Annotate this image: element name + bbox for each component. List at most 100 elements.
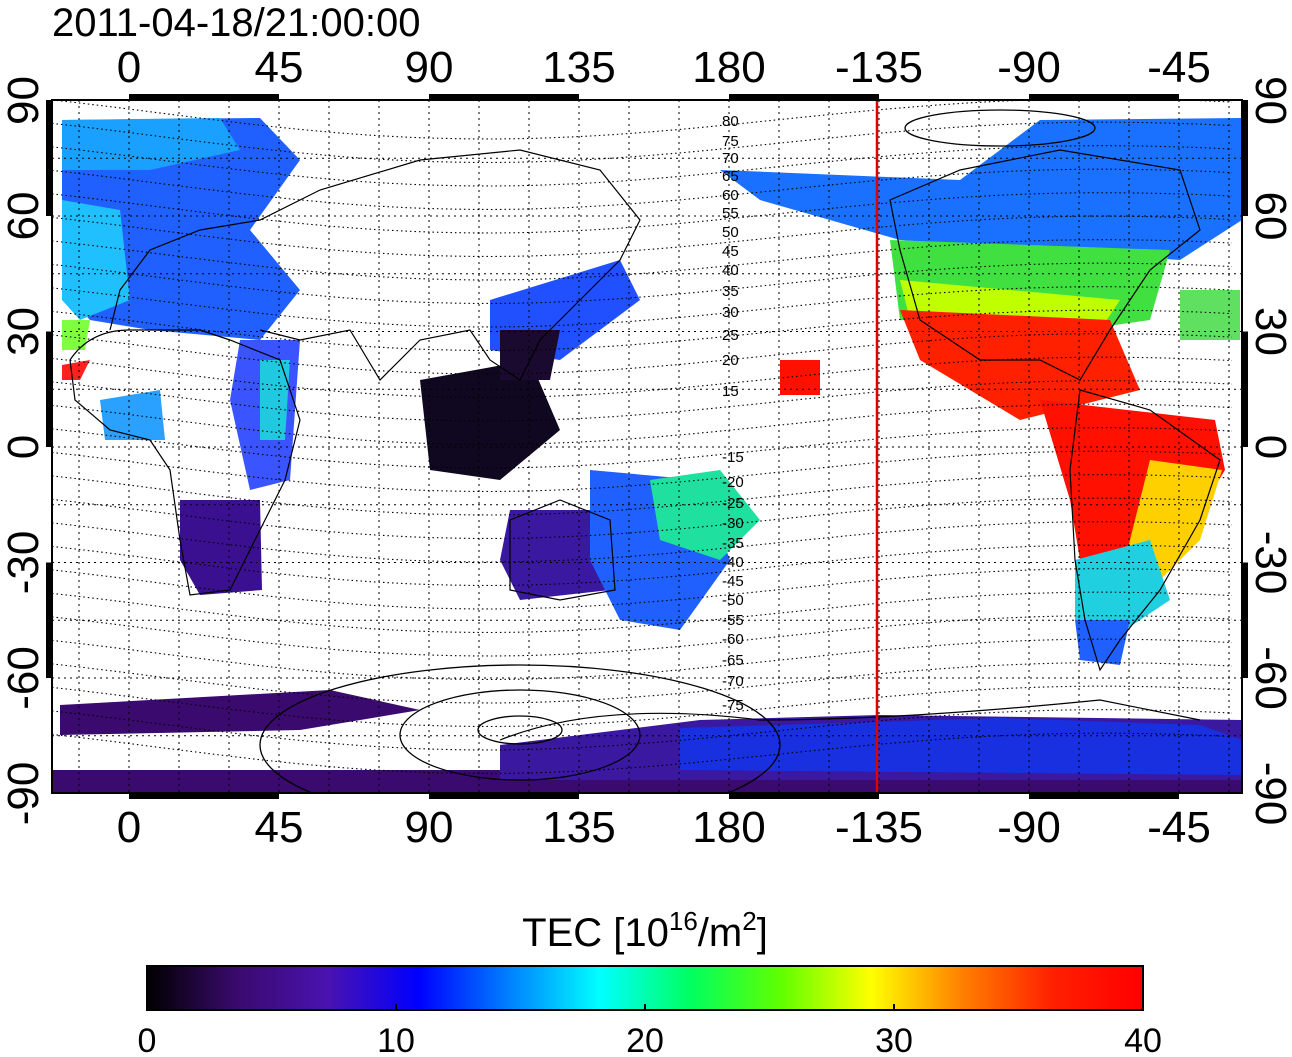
axis-tick-label: 0 [117,43,141,92]
tec-north-atlantic [62,118,240,170]
frame-tick-bar [729,94,879,100]
contour-label: -70 [722,673,744,690]
contour-label: -65 [722,652,744,669]
contour-label: -45 [722,573,744,590]
contour-label: 25 [722,327,739,344]
bottom-longitude-labels: 0 45 90 135 180 -135 -90 -45 [117,803,1211,852]
contour-label: -30 [722,515,744,532]
frame-tick-bar [1242,100,1248,216]
frame-tick-bar [46,100,52,216]
contour-label: -55 [722,612,744,629]
tec-south-africa [180,500,262,595]
frame-tick-bar [1242,331,1248,447]
geomag-contour [52,427,1233,469]
axis-tick-label: 180 [692,43,765,92]
geomagnetic-latitude-contours [52,100,1233,793]
colorbar-title-sup1: 16 [669,906,698,936]
tec-sa-cyan [1075,540,1170,640]
colorbar-tick-label: 10 [377,1022,415,1057]
geomag-contour [52,215,1233,258]
geomag-pole-loop [399,689,641,781]
axis-tick-label: -90 [997,803,1061,852]
contour-label: 55 [722,205,739,222]
tec-south-patch [60,690,420,735]
axis-tick-label: 60 [1246,192,1292,241]
axis-tick-label: -90 [1246,762,1292,826]
tec-atlantic-green [1180,290,1240,340]
colorbar-gradient [146,965,1144,1011]
tec-south-asia [420,360,560,480]
geomag-pole-loop [477,715,563,745]
plot-title: 2011-04-18/21:00:00 [52,1,420,45]
geomag-contour [52,239,1233,281]
axis-tick-label: 0 [117,803,141,852]
axis-tick-label: 90 [1246,76,1292,125]
axis-tick-label: 45 [255,803,304,852]
axis-tick-label: -30 [0,531,48,595]
geomag-contour [52,450,1233,493]
geomag-contour [52,544,1233,587]
contour-label: -75 [722,697,744,714]
tec-west-europe [62,200,130,320]
frame-tick-bar [1029,793,1179,799]
colorbar-ticks: 0 10 20 30 40 [138,1004,1162,1057]
colorbar-title-main: TEC [10 [522,911,669,955]
geomag-contour [52,309,1233,352]
colorbar-tick-label: 20 [626,1022,664,1057]
contour-label: 30 [722,304,739,321]
axis-tick-label: 90 [405,43,454,92]
geomag-contour [52,262,1233,305]
colorbar-tick-label: 40 [1124,1022,1162,1057]
contour-label: -25 [722,495,744,512]
axis-tick-label: 180 [692,803,765,852]
contour-label: -35 [722,535,744,552]
geomag-contour [52,286,1233,328]
axis-tick-label: -90 [0,762,48,826]
tec-iberia [62,320,90,350]
geomag-contour [52,497,1233,540]
top-longitude-labels: 0 45 90 135 180 -135 -90 -45 [117,43,1211,92]
contour-label: 65 [722,168,739,185]
axis-tick-label: -45 [1147,43,1211,92]
axis-tick-label: 60 [0,192,48,241]
geomag-contour [52,380,1233,422]
axis-tick-label: 30 [1246,307,1292,356]
frame-tick-bar [429,94,579,100]
geomag-contour [52,591,1233,634]
axis-tick-label: -135 [835,43,923,92]
contour-label: 75 [722,133,739,150]
axis-tick-label: 90 [405,803,454,852]
geomag-contour [52,145,1233,187]
geomag-contour [52,192,1233,234]
colorbar-title-mid: /m [698,911,742,955]
colorbar-tick-label: 0 [138,1022,157,1057]
coast-north-america [889,149,1201,381]
geomag-contour [52,638,1233,681]
geomag-contour [52,168,1233,211]
right-latitude-labels: 90 60 30 0 -30 -60 -90 [1246,76,1292,825]
geomag-contour [52,662,1233,704]
tec-west-africa-red [62,360,90,380]
contour-label: 35 [722,283,739,300]
frame-tick-bar [46,562,52,678]
lat-lon-grid [52,100,1242,793]
frame-tick-bar [1029,94,1179,100]
axis-tick-label: 45 [255,43,304,92]
contour-label: 45 [722,243,739,260]
left-latitude-labels: 90 60 30 0 -30 -60 -90 [0,76,48,825]
contour-label: -20 [722,474,744,491]
coast-africa [69,329,301,596]
contour-label: -15 [722,449,744,466]
axis-tick-label: -135 [835,803,923,852]
axis-tick-label: -30 [1246,531,1292,595]
tec-antarctic-blue [680,718,1242,775]
geomag-contour [52,732,1233,775]
contour-label: 60 [722,187,739,204]
tec-se-asia [500,330,560,380]
tec-north-america-north [720,118,1242,260]
geomag-contour [52,121,1233,164]
axis-tick-label: -90 [997,43,1061,92]
geomag-contour [52,333,1233,375]
